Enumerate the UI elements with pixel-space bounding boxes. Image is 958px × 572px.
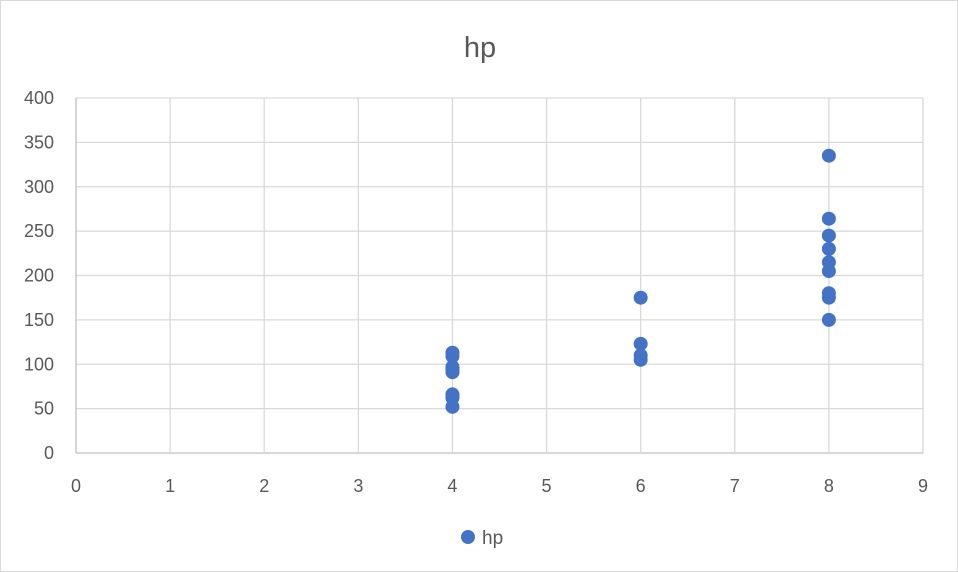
x-tick-label: 8 <box>824 476 834 496</box>
x-tick-label: 4 <box>447 476 457 496</box>
chart-title: hp <box>464 32 496 64</box>
y-tick-label: 0 <box>44 443 54 463</box>
y-tick-label: 100 <box>24 354 54 374</box>
data-point <box>821 228 836 243</box>
data-point <box>633 348 648 363</box>
y-tick-label: 200 <box>24 266 54 286</box>
data-point <box>821 286 836 301</box>
legend: hp <box>461 528 503 549</box>
y-tick-label: 300 <box>24 177 54 197</box>
legend-label: hp <box>482 528 503 549</box>
y-tick-label: 350 <box>24 132 54 152</box>
data-point <box>445 387 460 402</box>
x-axis-tick-labels: 0 1 2 3 4 5 6 7 8 9 <box>71 476 928 496</box>
data-point <box>821 148 836 163</box>
data-point <box>821 255 836 270</box>
x-tick-label: 9 <box>918 476 928 496</box>
data-point <box>821 241 836 256</box>
x-tick-label: 3 <box>353 476 363 496</box>
x-tick-label: 1 <box>165 476 175 496</box>
y-axis-tick-labels: 0 50 100 150 200 250 300 350 400 <box>24 88 54 463</box>
x-tick-label: 0 <box>71 476 81 496</box>
data-point <box>445 359 460 374</box>
y-tick-label: 400 <box>24 88 54 108</box>
data-point <box>633 336 648 351</box>
x-tick-label: 6 <box>636 476 646 496</box>
x-tick-label: 7 <box>730 476 740 496</box>
x-tick-label: 2 <box>259 476 269 496</box>
x-tick-label: 5 <box>542 476 552 496</box>
data-point <box>633 290 648 305</box>
data-point <box>821 211 836 226</box>
y-tick-label: 50 <box>34 399 54 419</box>
legend-marker <box>461 530 475 544</box>
y-tick-label: 250 <box>24 221 54 241</box>
gridlines <box>75 97 924 454</box>
data-points <box>445 148 836 414</box>
data-point <box>445 345 460 360</box>
y-tick-label: 150 <box>24 310 54 330</box>
data-point <box>821 312 836 327</box>
